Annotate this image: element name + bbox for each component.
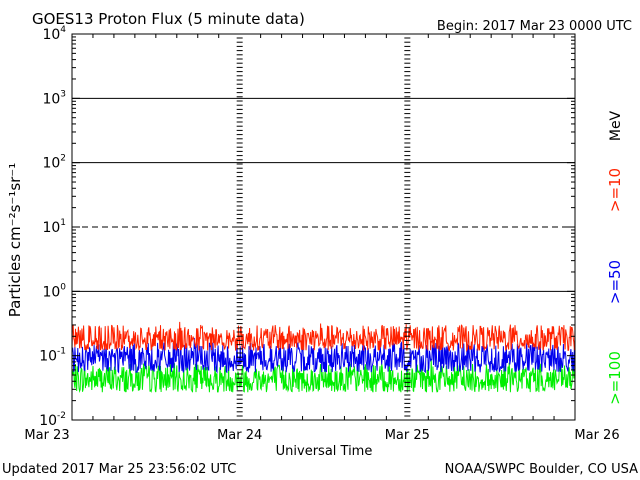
chart-title: GOES13 Proton Flux (5 minute data) [32, 10, 305, 28]
y-axis-ticks: 10-2 10-1 100 101 102 103 104 [39, 25, 575, 429]
x-tick-label: Mar 25 [385, 428, 430, 443]
x-tick-label: Mar 26 [574, 428, 619, 443]
begin-time: Begin: 2017 Mar 23 0000 UTC [437, 19, 632, 34]
y-tick-label: 101 [42, 218, 66, 236]
y-tick-label: 102 [42, 154, 66, 172]
y-tick-label: 100 [42, 282, 66, 300]
legend-units: MeV [608, 110, 624, 141]
y-axis-label: Particles cm⁻²s⁻¹sr⁻¹ [6, 163, 24, 317]
x-tick-label: Mar 23 [24, 428, 69, 443]
plot-frame [71, 33, 576, 421]
x-axis-ticks: Mar 23 Mar 24 Mar 25 Mar 26 [24, 34, 620, 443]
source-credit: NOAA/SWPC Boulder, CO USA [445, 462, 638, 477]
y-tick-label: 103 [42, 89, 66, 107]
series-line [71, 321, 576, 352]
x-axis-label: Universal Time [276, 444, 373, 459]
series-line [71, 356, 576, 394]
series-traces [71, 321, 576, 394]
x-tick-label: Mar 24 [217, 428, 262, 443]
series-line [71, 337, 576, 374]
y-tick-label: 104 [42, 25, 66, 43]
legend: >=10 >=50 >=100 MeV [606, 110, 624, 404]
day-divider-ticks [236, 37, 411, 417]
threshold-lines [72, 97, 575, 292]
legend-entry: >=100 [606, 351, 624, 405]
y-tick-label: 10-2 [39, 411, 66, 429]
updated-time: Updated 2017 Mar 25 23:56:02 UTC [2, 462, 236, 477]
y-tick-label: 10-1 [39, 347, 66, 365]
legend-entry: >=10 [606, 168, 624, 212]
legend-entry: >=50 [606, 260, 624, 304]
